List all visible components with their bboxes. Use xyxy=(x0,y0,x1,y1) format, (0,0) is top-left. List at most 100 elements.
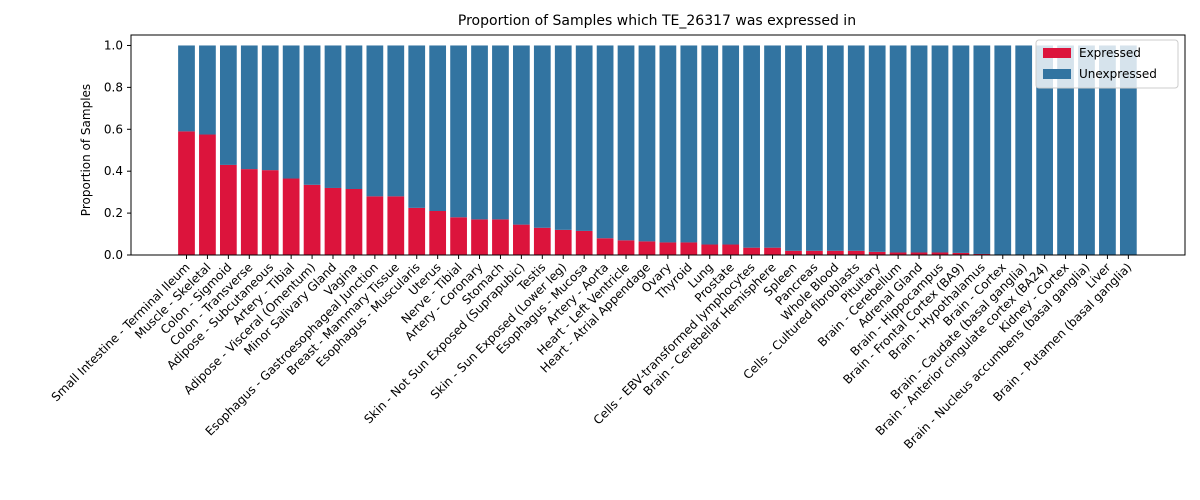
bar-unexpressed-2 xyxy=(219,45,237,165)
chart-title: Proportion of Samples which TE_26317 was… xyxy=(458,13,856,29)
bar-unexpressed-20 xyxy=(596,45,614,239)
bar-expressed-37 xyxy=(952,252,970,255)
bar-unexpressed-39 xyxy=(994,45,1012,256)
bar-expressed-19 xyxy=(575,230,593,255)
bar-expressed-22 xyxy=(638,241,656,255)
bar-expressed-24 xyxy=(680,242,698,255)
bar-unexpressed-18 xyxy=(554,45,572,230)
bar-unexpressed-40 xyxy=(1015,45,1033,256)
bar-unexpressed-7 xyxy=(324,45,342,188)
bar-expressed-11 xyxy=(408,207,426,255)
bar-unexpressed-30 xyxy=(806,45,823,251)
y-tick-label-2: 0.4 xyxy=(104,164,123,178)
bar-unexpressed-44 xyxy=(1099,45,1116,256)
bar-unexpressed-1 xyxy=(199,45,216,135)
bar-expressed-10 xyxy=(387,196,405,255)
bar-expressed-12 xyxy=(429,211,447,255)
bar-expressed-38 xyxy=(973,253,991,255)
bar-unexpressed-16 xyxy=(513,45,530,225)
legend-label-expressed: Expressed xyxy=(1079,46,1141,60)
bar-expressed-26 xyxy=(722,244,740,255)
bar-unexpressed-9 xyxy=(366,45,384,197)
bar-expressed-4 xyxy=(261,170,279,255)
bar-unexpressed-5 xyxy=(282,45,300,179)
bar-expressed-35 xyxy=(910,252,928,255)
bar-unexpressed-27 xyxy=(743,45,760,248)
y-tick-label-4: 0.8 xyxy=(104,80,123,94)
bar-expressed-23 xyxy=(659,242,677,255)
bar-expressed-28 xyxy=(764,247,781,255)
plot-frame xyxy=(130,34,1186,256)
legend-box xyxy=(1035,39,1179,89)
bar-unexpressed-35 xyxy=(910,45,928,253)
bar-expressed-32 xyxy=(847,250,865,255)
y-tick-label-5: 1.0 xyxy=(104,38,123,52)
bar-expressed-13 xyxy=(450,217,467,255)
bar-expressed-30 xyxy=(806,250,823,255)
bar-expressed-8 xyxy=(345,189,363,255)
bar-unexpressed-23 xyxy=(659,45,677,243)
bar-unexpressed-24 xyxy=(680,45,698,243)
bar-unexpressed-11 xyxy=(408,45,426,208)
bar-unexpressed-21 xyxy=(617,45,635,241)
bar-unexpressed-31 xyxy=(826,45,844,251)
bar-expressed-16 xyxy=(513,224,530,255)
y-tick-label-3: 0.6 xyxy=(104,122,123,136)
bar-unexpressed-33 xyxy=(868,45,886,252)
bars-group xyxy=(178,45,1137,256)
bar-expressed-9 xyxy=(366,196,384,255)
legend-swatch-expressed xyxy=(1043,48,1071,58)
bar-expressed-20 xyxy=(596,238,614,255)
bar-unexpressed-45 xyxy=(1119,45,1137,256)
y-axis: 0.0 0.2 0.4 0.6 0.8 1.0 xyxy=(104,38,131,262)
bar-unexpressed-4 xyxy=(261,45,279,171)
bar-unexpressed-19 xyxy=(575,45,593,231)
bar-unexpressed-36 xyxy=(931,45,949,253)
bar-unexpressed-28 xyxy=(764,45,781,248)
bar-unexpressed-8 xyxy=(345,45,363,190)
bar-unexpressed-29 xyxy=(785,45,802,251)
bar-unexpressed-6 xyxy=(303,45,321,185)
bar-unexpressed-0 xyxy=(178,45,195,132)
bar-unexpressed-43 xyxy=(1078,45,1095,256)
bar-unexpressed-32 xyxy=(847,45,865,251)
bar-expressed-2 xyxy=(219,164,237,255)
bar-unexpressed-26 xyxy=(722,45,740,245)
bar-unexpressed-22 xyxy=(638,45,656,242)
bar-expressed-33 xyxy=(868,251,886,255)
legend-swatch-unexpressed xyxy=(1043,69,1071,79)
bar-expressed-1 xyxy=(199,134,216,255)
bar-unexpressed-13 xyxy=(450,45,467,218)
bar-expressed-29 xyxy=(785,250,802,255)
bar-unexpressed-25 xyxy=(701,45,719,245)
bar-expressed-3 xyxy=(240,169,258,255)
y-tick-label-0: 0.0 xyxy=(104,248,123,262)
y-tick-label-1: 0.2 xyxy=(104,206,123,220)
bar-expressed-15 xyxy=(492,219,509,255)
bar-expressed-21 xyxy=(617,240,635,255)
bar-expressed-14 xyxy=(471,219,488,255)
bar-unexpressed-12 xyxy=(429,45,447,212)
y-axis-label: Proportion of Samples xyxy=(79,84,93,216)
bar-unexpressed-17 xyxy=(533,45,551,228)
bar-expressed-0 xyxy=(178,131,195,255)
bar-expressed-31 xyxy=(826,250,844,255)
bar-unexpressed-10 xyxy=(387,45,405,197)
bar-unexpressed-15 xyxy=(492,45,509,220)
legend-label-unexpressed: Unexpressed xyxy=(1079,67,1157,81)
legend: Expressed Unexpressed xyxy=(1035,39,1179,89)
bar-expressed-6 xyxy=(303,184,321,255)
bar-unexpressed-34 xyxy=(889,45,907,253)
bar-expressed-25 xyxy=(701,244,719,255)
bar-expressed-34 xyxy=(889,252,907,255)
bar-unexpressed-38 xyxy=(973,45,991,254)
bar-expressed-17 xyxy=(533,227,551,255)
bar-unexpressed-3 xyxy=(240,45,258,170)
bar-unexpressed-14 xyxy=(471,45,488,220)
bar-expressed-18 xyxy=(554,229,572,255)
bar-expressed-36 xyxy=(931,252,949,255)
bar-unexpressed-42 xyxy=(1057,45,1074,256)
bar-expressed-5 xyxy=(282,178,300,255)
